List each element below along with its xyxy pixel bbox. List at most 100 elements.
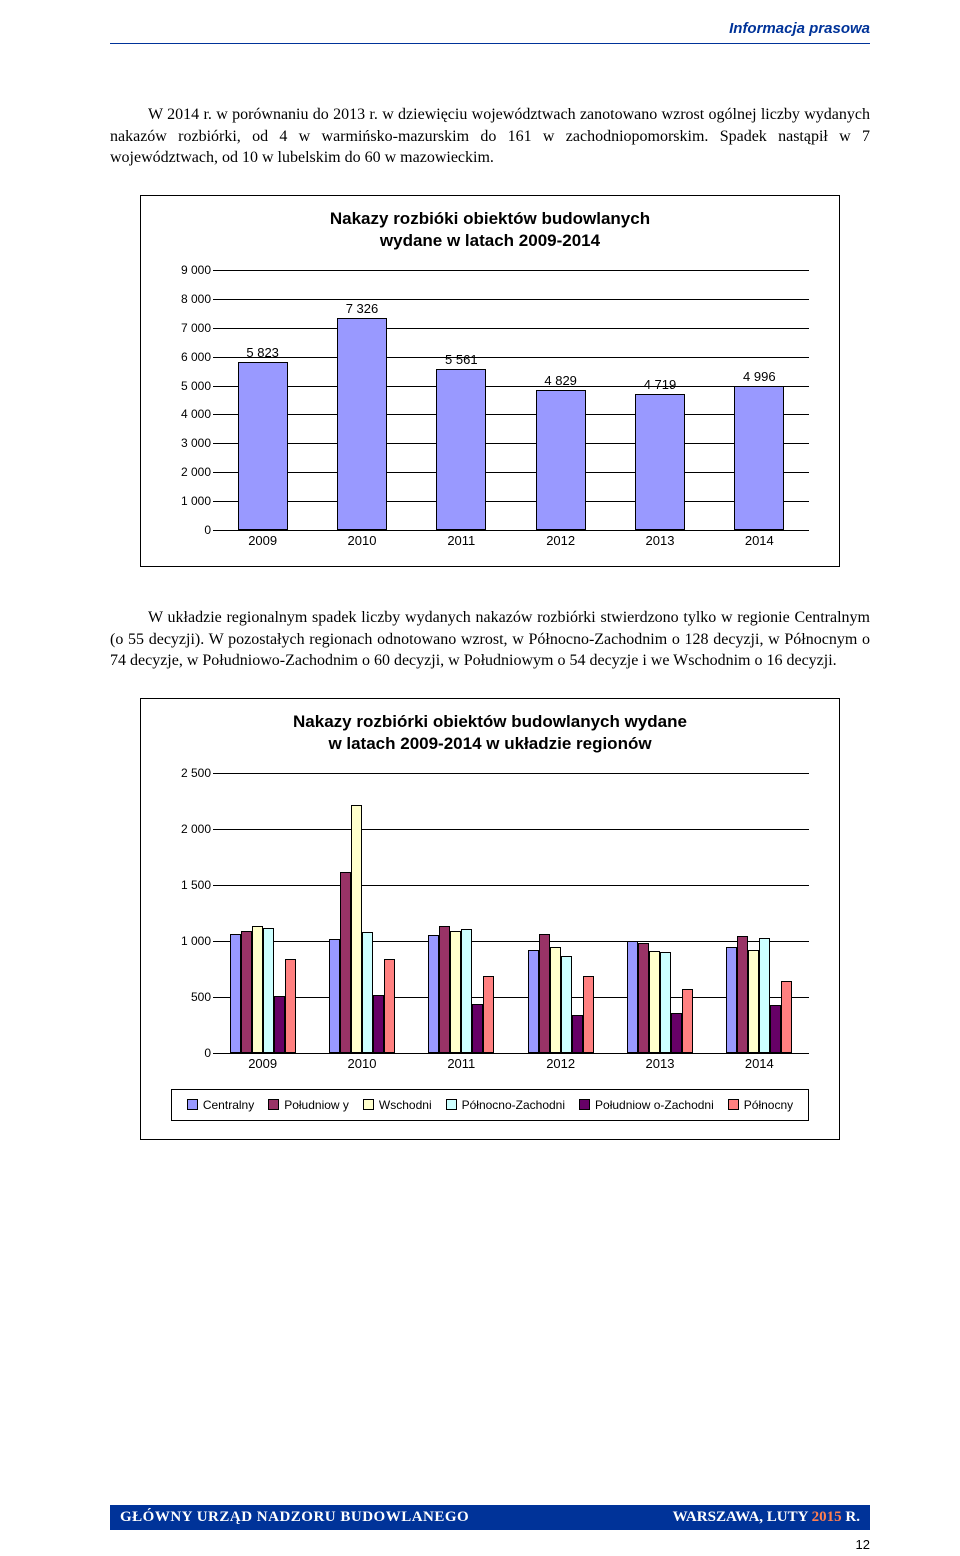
chart-2-ytick: 2 000: [171, 822, 211, 836]
chart-2-bar: [439, 926, 450, 1053]
legend-label: Północny: [744, 1098, 793, 1112]
chart-1-ytick: 1 000: [171, 494, 211, 508]
chart-1-value-label: 4 719: [644, 377, 677, 392]
chart-1-bar-slot: 5 823: [213, 270, 312, 530]
chart-2-bar: [572, 1015, 583, 1053]
chart-1-xlabel: 2010: [312, 533, 411, 548]
chart-2-bar: [627, 941, 638, 1053]
press-info-header: Informacja prasowa: [110, 20, 870, 44]
legend-item: Południow o-Zachodni: [579, 1098, 714, 1112]
chart-2-ytick: 500: [171, 990, 211, 1004]
footer-year: 2015: [812, 1509, 842, 1525]
chart-1-bar-slot: 4 996: [710, 270, 809, 530]
footer-r: R.: [842, 1509, 860, 1525]
page-footer: GŁÓWNY URZĄD NADZORU BUDOWLANEGO WARSZAW…: [110, 1505, 870, 1530]
chart-2-bar: [373, 995, 384, 1053]
chart-2-bar: [384, 959, 395, 1053]
legend-swatch: [728, 1099, 739, 1110]
chart-1-xlabel: 2009: [213, 533, 312, 548]
legend-item: Wschodni: [363, 1098, 432, 1112]
chart-1-xlabels: 200920102011201220132014: [213, 533, 809, 548]
chart-2-group: [710, 773, 809, 1053]
chart-2-bar: [230, 934, 241, 1053]
legend-label: Południow o-Zachodni: [595, 1098, 714, 1112]
chart-2-xlabel: 2010: [312, 1056, 411, 1071]
chart-2-bar: [528, 950, 539, 1053]
chart-1-gridline: [213, 530, 809, 531]
chart-1-bar-slot: 7 326: [312, 270, 411, 530]
chart-2-bar: [263, 928, 274, 1053]
chart-2-xlabel: 2014: [710, 1056, 809, 1071]
chart-1-title-line2: wydane w latach 2009-2014: [380, 231, 600, 250]
chart-1-bar-slot: 4 719: [610, 270, 709, 530]
chart-2-title-line1: Nakazy rozbiórki obiektów budowlanych wy…: [293, 712, 687, 731]
chart-2-bar: [252, 926, 263, 1053]
chart-2-bar: [748, 950, 759, 1053]
chart-2-bar: [759, 938, 770, 1053]
chart-2-group: [610, 773, 709, 1053]
chart-2-ytick: 1 000: [171, 934, 211, 948]
chart-2-bars: [213, 773, 809, 1053]
chart-1-bar: 5 561: [436, 369, 486, 530]
chart-1-title: Nakazy rozbióki obiektów budowlanych wyd…: [171, 208, 809, 252]
chart-1-xlabel: 2012: [511, 533, 610, 548]
chart-2-ytick: 1 500: [171, 878, 211, 892]
chart-1-bar-slot: 4 829: [511, 270, 610, 530]
chart-2-grouped-bars: [428, 773, 494, 1053]
chart-1-bars: 5 823 7 326 5 561 4 829 4 719 4 996: [213, 270, 809, 530]
legend-item: Północny: [728, 1098, 793, 1112]
chart-1-xlabel: 2011: [412, 533, 511, 548]
chart-2-bar: [351, 805, 362, 1053]
chart-2-gridline: [213, 1053, 809, 1054]
chart-1-bar: 4 829: [536, 390, 586, 530]
chart-1-value-label: 4 996: [743, 369, 776, 384]
chart-2-bar: [472, 1004, 483, 1053]
chart-1-ytick: 9 000: [171, 263, 211, 277]
chart-1-value-label: 7 326: [346, 301, 379, 316]
chart-2-bar: [682, 989, 693, 1053]
legend-item: Północno-Zachodni: [446, 1098, 565, 1112]
chart-2-bar: [362, 932, 373, 1053]
chart-2-bar: [461, 929, 472, 1053]
chart-2-bar: [726, 947, 737, 1053]
chart-2-title-line2: w latach 2009-2014 w układzie regionów: [328, 734, 651, 753]
chart-2-bar: [781, 981, 792, 1053]
page-number: 12: [856, 1537, 870, 1552]
chart-2-group: [213, 773, 312, 1053]
paragraph-2: W układzie regionalnym spadek liczby wyd…: [110, 607, 870, 672]
chart-2-xlabel: 2009: [213, 1056, 312, 1071]
chart-1-ytick: 6 000: [171, 350, 211, 364]
legend-label: Południow y: [284, 1098, 349, 1112]
chart-1-bar: 7 326: [337, 318, 387, 530]
chart-2-title: Nakazy rozbiórki obiektów budowlanych wy…: [171, 711, 809, 755]
legend-swatch: [187, 1099, 198, 1110]
chart-2-bar: [737, 936, 748, 1052]
chart-2-bar: [671, 1013, 682, 1053]
footer-bar: GŁÓWNY URZĄD NADZORU BUDOWLANEGO WARSZAW…: [110, 1505, 870, 1530]
chart-2-group: [412, 773, 511, 1053]
chart-2-bar: [483, 976, 494, 1053]
chart-2-bar: [550, 947, 561, 1053]
footer-city-date: WARSZAWA, LUTY: [673, 1509, 812, 1525]
chart-2-grouped-bars: [528, 773, 594, 1053]
chart-2-grouped-bars: [726, 773, 792, 1053]
chart-1-ytick: 0: [171, 523, 211, 537]
chart-1-value-label: 4 829: [544, 373, 577, 388]
chart-1-xlabel: 2013: [610, 533, 709, 548]
chart-1-ytick: 2 000: [171, 465, 211, 479]
chart-2-bar: [539, 934, 550, 1053]
chart-2-grouped-bars: [329, 773, 395, 1053]
chart-2-ytick: 2 500: [171, 766, 211, 780]
chart-2-bar: [329, 939, 340, 1053]
chart-2-xlabel: 2011: [412, 1056, 511, 1071]
chart-1-ytick: 4 000: [171, 407, 211, 421]
chart-2-bar: [285, 959, 296, 1053]
chart-2-xlabel: 2013: [610, 1056, 709, 1071]
footer-right: WARSZAWA, LUTY 2015 R.: [673, 1509, 860, 1526]
chart-1-title-line1: Nakazy rozbióki obiektów budowlanych: [330, 209, 650, 228]
chart-2-ytick: 0: [171, 1046, 211, 1060]
legend-item: Południow y: [268, 1098, 349, 1112]
chart-2-bar: [660, 952, 671, 1053]
chart-2-bar: [274, 996, 285, 1053]
chart-1-value-label: 5 561: [445, 352, 478, 367]
